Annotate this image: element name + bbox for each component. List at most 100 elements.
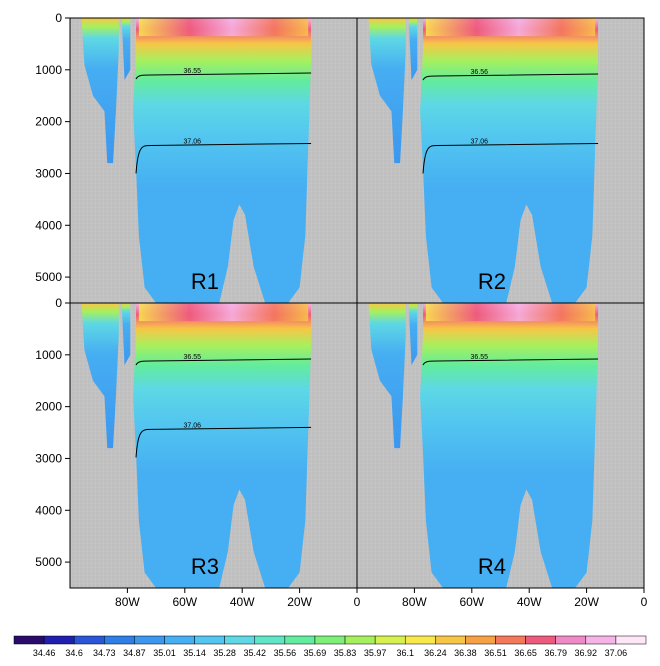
contour-label: 36.55 <box>184 68 202 75</box>
colorbar-label: 34.87 <box>123 648 146 658</box>
y-tick-label: 1000 <box>35 348 62 362</box>
x-tick-label: 20W <box>287 595 312 609</box>
colorbar-label: 35.97 <box>364 648 387 658</box>
western-basin-water <box>368 303 406 449</box>
western-basin-water <box>368 18 406 164</box>
colorbar-label: 35.42 <box>243 648 266 658</box>
y-tick-label: 3000 <box>35 451 62 465</box>
colorbar-label: 36.79 <box>544 648 567 658</box>
colorbar-label: 34.6 <box>65 648 83 658</box>
panel-frame <box>356 302 645 589</box>
colorbar-box <box>314 635 346 645</box>
colorbar-box <box>374 635 406 645</box>
contour-label: 37.06 <box>184 138 202 145</box>
colorbar-box <box>555 635 587 645</box>
basin-water <box>133 18 312 303</box>
colorbar-box <box>525 635 556 645</box>
colorbar-box <box>495 635 526 645</box>
panel-label: R3 <box>191 554 219 579</box>
colorbar-box <box>224 635 256 645</box>
colorbar-label: 36.92 <box>575 648 598 658</box>
colorbar-label: 37.06 <box>605 648 628 658</box>
surface-band <box>425 303 596 322</box>
colorbar-box <box>465 635 496 645</box>
y-tick-label: 5000 <box>35 270 62 284</box>
colorbar-box <box>284 635 316 645</box>
colorbar-box <box>134 635 165 645</box>
y-tick-label: 0 <box>55 11 62 25</box>
x-tick-label: 0 <box>641 595 648 609</box>
x-tick-label: 80W <box>115 595 140 609</box>
x-tick-label: 40W <box>517 595 542 609</box>
contour-label: 36.55 <box>471 354 489 361</box>
panel-r2: 36.56 37.06 R2 <box>356 17 645 304</box>
colorbar-label: 36.38 <box>454 648 477 658</box>
western-basin-water <box>81 303 119 449</box>
y-tick-label: 0 <box>55 296 62 310</box>
panel-r1: 36.55 37.06 R1 0 1000 2000 3000 4000 5000 <box>35 11 358 304</box>
panel-r3: 36.55 37.06 R3 0 1000 2000 3000 4000 5000 80W 60W 4… <box>35 296 360 609</box>
x-tick-label: 60W <box>172 595 197 609</box>
channel-water <box>408 303 418 366</box>
panel-r4: 36.55 R4 80W 60W 40W 20W 0 <box>356 302 648 609</box>
colorbar-label: 35.83 <box>334 648 357 658</box>
colorbar-box <box>73 635 105 645</box>
colorbar-box <box>104 635 135 645</box>
colorbar-label: 35.69 <box>304 648 327 658</box>
y-tick-label: 2000 <box>35 115 62 129</box>
colorbar-box <box>254 635 286 645</box>
colorbar-label: 34.73 <box>93 648 116 658</box>
x-tick-label: 20W <box>574 595 599 609</box>
channel-water <box>121 18 131 81</box>
panel-label: R4 <box>478 554 506 579</box>
surface-band <box>138 18 309 37</box>
colorbar-box <box>615 635 647 645</box>
panel-label: R2 <box>478 269 506 294</box>
y-tick-label: 1000 <box>35 63 62 77</box>
contour-line <box>422 73 599 81</box>
y-tick-label: 5000 <box>35 555 62 569</box>
y-tick-label: 3000 <box>35 166 62 180</box>
colorbar-box <box>585 635 617 645</box>
colorbar-label: 36.1 <box>396 648 414 658</box>
colorbar-label: 34.46 <box>33 648 56 658</box>
x-tick-label: 60W <box>459 595 484 609</box>
contour-line <box>135 426 312 458</box>
colorbar-box <box>13 635 45 645</box>
contour-line <box>135 72 312 80</box>
channel-water <box>121 303 131 366</box>
contour-line <box>422 358 599 366</box>
contour-label: 37.06 <box>184 422 202 429</box>
colorbar-label: 36.51 <box>484 648 507 658</box>
colorbar-box <box>164 635 195 645</box>
colorbar-box <box>43 635 75 645</box>
channel-water <box>408 18 418 81</box>
western-basin-water <box>81 18 119 164</box>
x-tick-label: 80W <box>402 595 427 609</box>
contour-line <box>135 142 312 174</box>
contour-label: 36.56 <box>471 69 489 76</box>
contour-line <box>135 358 312 366</box>
colorbar-box <box>435 635 466 645</box>
panel-label: R1 <box>191 269 219 294</box>
basin-water <box>420 18 599 303</box>
surface-band <box>138 303 309 322</box>
colorbar-label: 35.28 <box>213 648 236 658</box>
y-tick-label: 2000 <box>35 400 62 414</box>
x-tick-label: 40W <box>230 595 255 609</box>
x-tick-label: 0 <box>354 595 361 609</box>
y-tick-label: 4000 <box>35 503 62 517</box>
contour-label: 36.55 <box>184 354 202 361</box>
colorbar-label: 36.24 <box>424 648 447 658</box>
basin-water <box>420 303 599 588</box>
colorbar-label: 35.56 <box>274 648 297 658</box>
colorbar-box <box>404 635 436 645</box>
basin-water <box>133 303 312 588</box>
colorbar-box <box>194 635 225 645</box>
colorbar-label: 35.01 <box>153 648 176 658</box>
colorbar-box <box>344 635 376 645</box>
colorbar-label: 35.14 <box>183 648 206 658</box>
contour-line <box>422 142 599 174</box>
contour-label: 37.06 <box>471 138 489 145</box>
